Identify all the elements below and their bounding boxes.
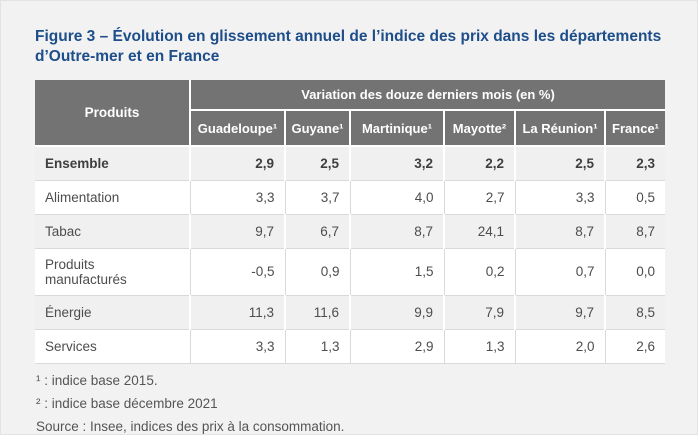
cell-value: -0,5 <box>190 248 286 296</box>
column-header-la-reunion: La Réunion¹ <box>514 109 606 148</box>
figure-title: Figure 3 – Évolution en glissement annue… <box>35 28 662 66</box>
table-header: Produits Variation des douze derniers mo… <box>35 80 666 148</box>
cell-value: 1,5 <box>350 248 445 296</box>
column-header-guadeloupe: Guadeloupe¹ <box>189 109 286 148</box>
column-header-france: France¹ <box>603 109 666 148</box>
footnotes: ¹ : indice base 2015. ² : indice base dé… <box>35 372 664 435</box>
cell-value: 2,5 <box>285 146 351 181</box>
cell-value: 9,9 <box>350 295 445 330</box>
table-header-row-group: Produits Variation des douze derniers mo… <box>35 80 666 148</box>
row-label: Énergie <box>35 295 191 330</box>
cell-value: 11,3 <box>190 295 286 330</box>
cell-value: 7,9 <box>444 295 516 330</box>
cell-value: 24,1 <box>444 214 516 249</box>
cell-value: 0,7 <box>515 248 606 296</box>
column-header-guyane: Guyane¹ <box>284 109 351 148</box>
table-body: Ensemble 2,9 2,5 3,2 2,2 2,5 2,3 Aliment… <box>35 146 666 364</box>
cell-value: 8,5 <box>605 295 666 330</box>
table-row-services: Services 3,3 1,3 2,9 1,3 2,0 2,6 <box>35 329 666 364</box>
column-header-produits: Produits <box>35 80 191 148</box>
cell-value: 1,3 <box>444 329 516 364</box>
cell-value: 3,3 <box>515 180 606 215</box>
footnote-base-dec-2021: ² : indice base décembre 2021 <box>36 395 218 411</box>
row-label: Tabac <box>35 214 191 249</box>
cell-value: 2,2 <box>444 146 516 181</box>
cell-value: 0,9 <box>285 248 351 296</box>
cell-value: 11,6 <box>285 295 351 330</box>
table-row-ensemble: Ensemble 2,9 2,5 3,2 2,2 2,5 2,3 <box>35 146 666 181</box>
cell-value: 1,3 <box>285 329 351 364</box>
table-row-tabac: Tabac 9,7 6,7 8,7 24,1 8,7 8,7 <box>35 214 666 249</box>
cell-value: 4,0 <box>350 180 445 215</box>
cell-value: 0,5 <box>605 180 666 215</box>
footnote-base-2015: ¹ : indice base 2015. <box>36 372 158 388</box>
column-header-mayotte: Mayotte² <box>443 109 516 148</box>
cell-value: 3,3 <box>190 329 286 364</box>
cell-value: 0,0 <box>605 248 666 296</box>
row-label: Ensemble <box>35 146 191 181</box>
cell-value: 2,9 <box>190 146 286 181</box>
cell-value: 2,3 <box>605 146 666 181</box>
row-label: Alimentation <box>35 180 191 215</box>
cell-value: 9,7 <box>515 295 606 330</box>
cell-value: 8,7 <box>350 214 445 249</box>
cell-value: 3,2 <box>350 146 445 181</box>
cell-value: 2,6 <box>605 329 666 364</box>
cell-value: 9,7 <box>190 214 286 249</box>
table-header-row-regions: Guadeloupe¹ Guyane¹ Martinique¹ Mayotte²… <box>35 109 666 148</box>
cell-value: 6,7 <box>285 214 351 249</box>
cell-value: 8,7 <box>605 214 666 249</box>
cell-value: 8,7 <box>515 214 606 249</box>
source-note: Source : Insee, indices des prix à la co… <box>36 419 345 435</box>
table-row-energie: Énergie 11,3 11,6 9,9 7,9 9,7 8,5 <box>35 295 666 330</box>
cell-value: 3,7 <box>285 180 351 215</box>
cell-value: 2,9 <box>350 329 445 364</box>
group-header-variation: Variation des douze derniers mois (en %) <box>188 80 666 112</box>
row-label: Produits manufacturés <box>35 248 191 296</box>
cell-value: 0,2 <box>444 248 516 296</box>
cell-value: 2,5 <box>515 146 606 181</box>
cell-value: 3,3 <box>190 180 286 215</box>
table-row-produits-manufactures: Produits manufacturés -0,5 0,9 1,5 0,2 0… <box>35 248 666 296</box>
cell-value: 2,7 <box>444 180 516 215</box>
price-index-table: Produits Variation des douze derniers mo… <box>35 80 666 364</box>
cell-value: 2,0 <box>515 329 606 364</box>
table-row-alimentation: Alimentation 3,3 3,7 4,0 2,7 3,3 0,5 <box>35 180 666 215</box>
row-label: Services <box>35 329 191 364</box>
column-header-martinique: Martinique¹ <box>349 109 445 148</box>
